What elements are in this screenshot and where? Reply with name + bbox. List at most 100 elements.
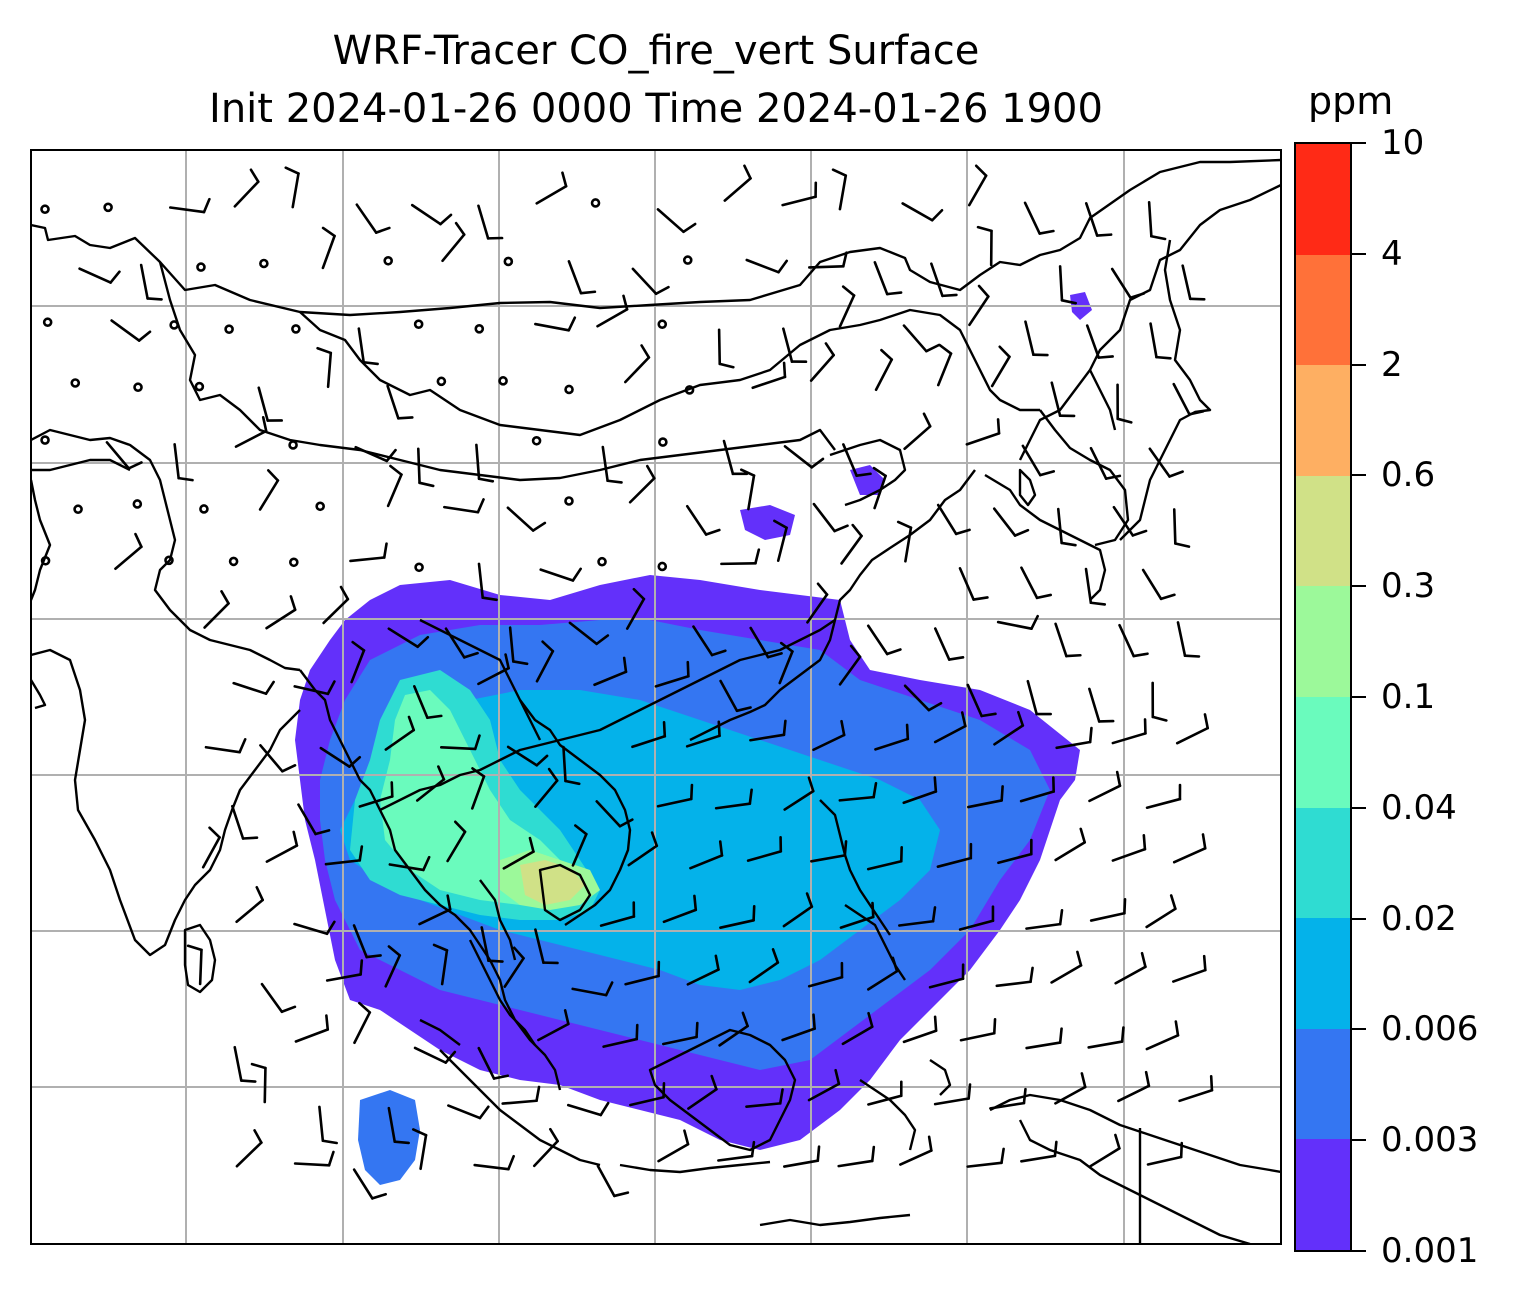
wind-barb — [627, 831, 659, 867]
wind-barb — [933, 627, 965, 661]
colorbar-tick — [1352, 1028, 1366, 1031]
wind-barb — [831, 168, 848, 211]
wind-barb — [503, 946, 525, 988]
colorbar-segment — [1296, 586, 1350, 698]
colorbar — [1294, 142, 1352, 1252]
wind-barb — [1050, 381, 1076, 418]
wind-barb — [531, 435, 542, 446]
wind-barb — [42, 317, 53, 328]
wind-barb — [590, 198, 601, 208]
wind-barb — [930, 262, 958, 298]
wind-barb — [781, 1013, 816, 1042]
wind-barb — [477, 562, 498, 602]
wind-barb — [657, 561, 668, 572]
wind-barb — [1084, 567, 1107, 606]
colorbar-tick — [1352, 585, 1366, 588]
wind-barb — [809, 342, 835, 382]
wind-barb — [839, 901, 875, 929]
wind-barb — [324, 845, 364, 866]
wind-barb — [447, 1104, 490, 1120]
wind-barb — [110, 319, 152, 342]
wind-barb — [841, 1011, 874, 1046]
wind-barb — [78, 267, 121, 284]
wind-barb — [684, 385, 695, 395]
wind-barb — [1111, 833, 1147, 862]
wind-barb — [656, 208, 697, 234]
wind-barb — [173, 443, 194, 482]
wind-barb — [350, 640, 366, 684]
wind-barb — [596, 1164, 630, 1198]
wind-barb — [411, 1128, 428, 1171]
wind-barb — [1054, 1072, 1087, 1105]
colorbar-tick — [1352, 696, 1366, 698]
colorbar-segment — [1296, 254, 1350, 366]
colorbar-tick — [1352, 1139, 1366, 1142]
wind-barb — [386, 384, 414, 420]
wind-barb — [602, 1023, 639, 1048]
wind-barb — [1054, 622, 1082, 658]
wind-barb — [414, 562, 424, 573]
wind-barb — [631, 721, 667, 749]
wind-barb — [958, 905, 995, 931]
wind-barb — [257, 386, 283, 422]
co-level-island — [358, 1090, 420, 1185]
wind-barb — [720, 548, 761, 566]
wind-barb — [714, 788, 753, 810]
wind-barb — [902, 1015, 938, 1044]
wind-barb — [593, 656, 628, 687]
wind-barb — [783, 445, 825, 469]
wind-barb — [1024, 320, 1049, 357]
wind-barb — [1020, 1140, 1058, 1163]
colorbar-tick-label: 0.1 — [1381, 677, 1436, 717]
colorbar-tick — [1352, 917, 1366, 920]
wind-barb — [232, 680, 275, 695]
wind-barb — [624, 960, 661, 986]
wind-barb — [1021, 444, 1056, 477]
wind-barb — [40, 435, 50, 445]
wind-barb — [717, 1140, 756, 1162]
colorbar-segment — [1296, 1028, 1350, 1140]
wind-barb — [751, 361, 787, 390]
wind-barb — [1172, 833, 1207, 864]
wind-barb — [967, 164, 988, 207]
wind-barb — [321, 226, 336, 270]
wind-barbs — [40, 164, 1214, 1200]
wind-barb — [903, 412, 932, 451]
lat-lon-gridlines — [31, 150, 1281, 1244]
wind-barb — [842, 443, 872, 478]
wind-barb — [867, 1080, 903, 1106]
wind-barb — [1087, 1026, 1125, 1049]
wind-barb — [657, 319, 668, 330]
colorbar-units: ppm — [1308, 79, 1394, 123]
wind-barb — [781, 181, 818, 207]
wind-barb — [899, 1135, 933, 1166]
co-level-patch — [740, 505, 795, 540]
wind-barb — [196, 262, 206, 272]
wind-barb — [186, 944, 203, 986]
wind-barb — [1116, 383, 1133, 424]
wind-barb — [808, 251, 848, 269]
wind-barb — [535, 640, 555, 683]
wind-barb — [355, 203, 391, 234]
wind-barb — [1054, 827, 1087, 862]
wind-barb — [903, 684, 943, 712]
wind-barb — [168, 197, 211, 214]
colorbar-tick-label: 0.3 — [1381, 566, 1436, 607]
wind-barb — [259, 258, 269, 269]
colorbar-segment — [1296, 697, 1350, 808]
colorbar-tick — [1352, 142, 1366, 144]
colorbar-tick-label: 0.001 — [1381, 1231, 1479, 1271]
wind-barb — [114, 532, 143, 570]
colorbar-tick — [1352, 363, 1366, 366]
wind-barb — [40, 204, 50, 215]
co-level-patch — [850, 465, 885, 495]
wind-barb — [662, 894, 698, 924]
wind-barb — [628, 464, 656, 504]
wind-barb — [432, 943, 449, 986]
wind-barb — [782, 327, 808, 363]
map-title-line2: Init 2024-01-26 0000 Time 2024-01-26 190… — [209, 86, 1103, 132]
wind-barb — [1026, 679, 1052, 716]
wind-barb — [566, 1101, 610, 1117]
wind-barb — [164, 555, 174, 566]
wind-barb — [564, 384, 574, 395]
